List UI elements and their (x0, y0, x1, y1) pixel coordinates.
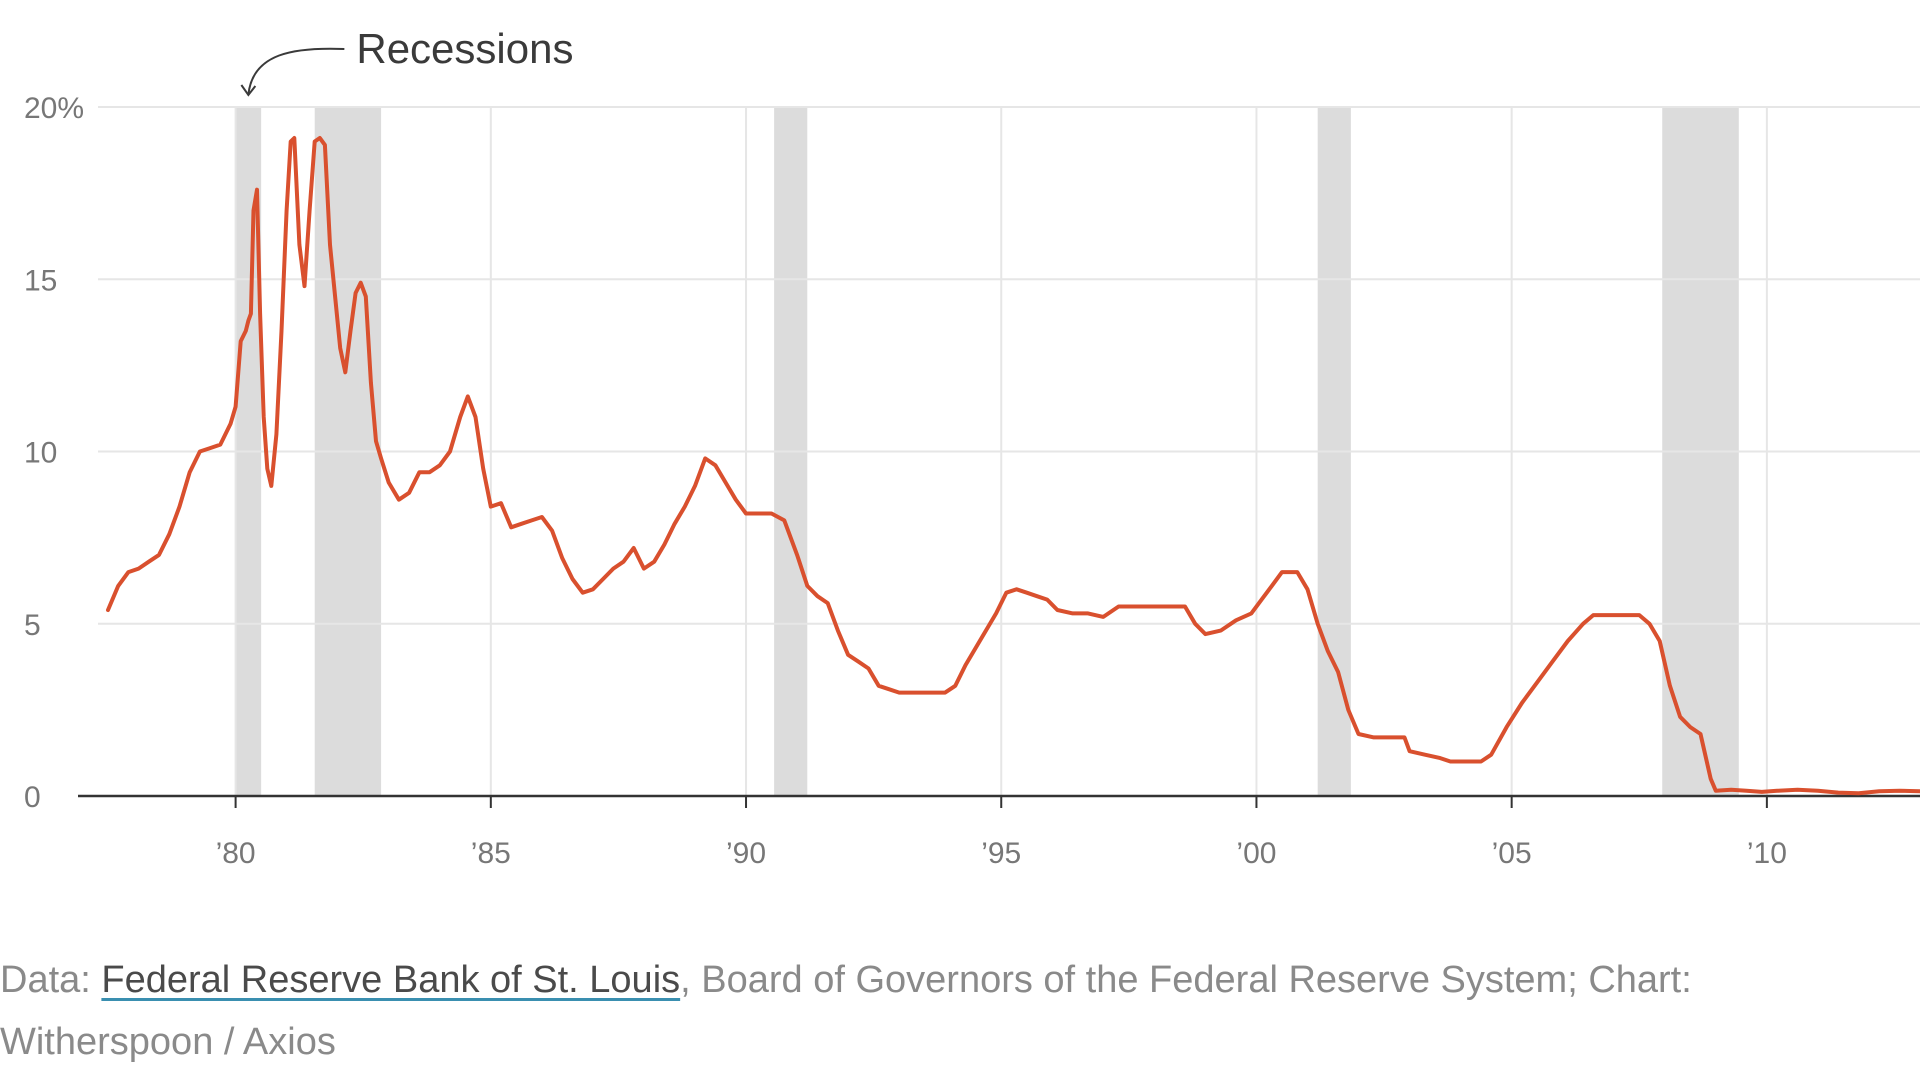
x-tick-label-6: ’10 (1747, 837, 1787, 870)
y-tick-label-1: 5 (24, 609, 41, 642)
source-line-1: Data: Federal Reserve Bank of St. Louis,… (0, 950, 1920, 1010)
x-tick-label-5: ’05 (1492, 837, 1532, 870)
source-line-2: Witherspoon / Axios (0, 1012, 1920, 1072)
annotation-label: Recessions (356, 25, 573, 72)
source-link[interactable]: Federal Reserve Bank of St. Louis (101, 959, 681, 1001)
annotation-arrowhead (240, 84, 257, 97)
series-line-0 (106, 136, 1920, 796)
source-credit: Witherspoon / Axios (0, 1021, 336, 1063)
source-suffix: , Board of Governors of the Federal Rese… (680, 959, 1692, 1001)
source-prefix: Data: (0, 959, 102, 1001)
x-tick-label-0: ’80 (216, 837, 256, 870)
x-tick-label-2: ’90 (726, 837, 766, 870)
x-tick-label-1: ’85 (471, 837, 511, 870)
gridlines (98, 106, 1920, 796)
y-tick-label-4: 20% (24, 92, 84, 125)
x-tick-label-4: ’00 (1236, 837, 1276, 870)
series-layer (106, 136, 1920, 796)
chart: 0 5 10 15 20% ’80 ’85 ’90 ’95 ’00 ’05 ’10 Recession… (24, 25, 1920, 870)
recessions-annotation: Recessions (240, 25, 573, 97)
axes: 0 5 10 15 20% ’80 ’85 ’90 ’95 ’00 ’05 ’10 (24, 92, 1920, 870)
annotation-arrow (247, 47, 345, 96)
x-tick-label-3: ’95 (981, 837, 1021, 870)
y-tick-label-3: 15 (24, 264, 57, 297)
y-tick-label-0: 0 (24, 781, 41, 814)
y-tick-label-2: 10 (24, 437, 57, 470)
